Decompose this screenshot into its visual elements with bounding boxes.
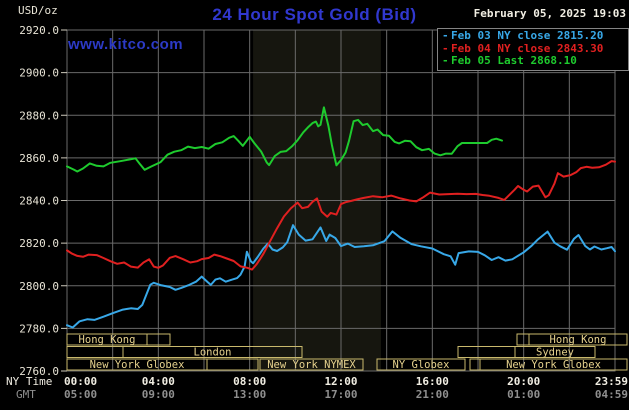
- session-label: New York NYMEX: [267, 359, 356, 371]
- y-axis-label: 2920.0: [19, 24, 59, 37]
- legend-label-feb05: Feb 05 Last 2868.10: [451, 54, 577, 67]
- session-box: [66, 346, 124, 358]
- session-label: Hong Kong: [79, 334, 136, 346]
- session-box: [122, 346, 303, 358]
- session-label: London: [194, 347, 232, 359]
- session-label: New York Globex: [90, 359, 185, 371]
- x-axis-ny-time-label: NY Time: [6, 375, 53, 388]
- legend-label-feb04: Feb 04 NY close 2843.30: [451, 41, 604, 55]
- session-label: Hong Kong: [550, 334, 607, 346]
- legend-dash-feb03-icon: -: [442, 29, 449, 42]
- price-line-feb05: [66, 106, 503, 173]
- y-axis-label: 2820.0: [19, 237, 59, 250]
- x-axis-label: 20:00: [507, 375, 540, 388]
- legend-item-feb03: - Feb 03 NY close 2815.20: [438, 29, 628, 43]
- y-axis-label: 2880.0: [19, 109, 59, 122]
- legend-dash-feb05-icon: -: [442, 54, 449, 67]
- session-box: [146, 333, 171, 346]
- x-axis-label: 04:59: [595, 388, 628, 401]
- x-axis-label: 01:00: [507, 388, 540, 401]
- x-axis-label: 05:00: [64, 388, 97, 401]
- legend-item-feb04: - Feb 04 NY close 2843.30: [438, 41, 628, 56]
- page-title: 24 Hour Spot Gold (Bid): [212, 5, 417, 24]
- session-label: Sydney: [536, 347, 574, 359]
- price-line-feb04: [66, 160, 616, 271]
- x-axis-label: 04:00: [142, 375, 175, 388]
- y-axis-label: 2780.0: [19, 322, 59, 335]
- legend: - Feb 03 NY close 2815.20 - Feb 04 NY clos…: [437, 28, 629, 71]
- x-axis-label: 16:00: [416, 375, 449, 388]
- session-label: NY Globex: [393, 359, 450, 371]
- session-label: New York Globex: [506, 359, 601, 371]
- x-axis-label: 08:00: [233, 375, 266, 388]
- legend-dash-feb04-icon: -: [442, 41, 449, 55]
- y-axis-label: 2760.0: [19, 365, 59, 378]
- y-axis-label: 2900.0: [19, 67, 59, 80]
- x-axis-gmt-label: GMT: [16, 388, 36, 401]
- session-box: [259, 358, 364, 371]
- legend-label-feb03: Feb 03 NY close 2815.20: [451, 29, 604, 42]
- x-axis-label: 23:59: [595, 375, 628, 388]
- session-box: [206, 358, 259, 371]
- y-axis-unit-label: USD/oz: [18, 4, 58, 17]
- x-axis-label: 21:00: [416, 388, 449, 401]
- kitco-watermark-link[interactable]: www.kitco.com: [68, 36, 184, 53]
- session-box: [457, 346, 516, 358]
- y-axis-label: 2800.0: [19, 280, 59, 293]
- x-axis-label: 12:00: [324, 375, 357, 388]
- x-axis-label: 17:00: [324, 388, 357, 401]
- session-box: [514, 346, 596, 358]
- legend-item-feb05: - Feb 05 Last 2868.10: [438, 54, 628, 68]
- session-box: [376, 358, 466, 371]
- session-box: [516, 333, 530, 346]
- session-box: [479, 358, 628, 371]
- x-axis-label: 00:00: [64, 375, 97, 388]
- chart-date-time: February 05, 2025 19:03: [473, 7, 626, 20]
- x-axis-label: 13:00: [233, 388, 266, 401]
- y-axis-label: 2860.0: [19, 152, 59, 165]
- y-axis-label: 2840.0: [19, 195, 59, 208]
- x-axis-label: 09:00: [142, 388, 175, 401]
- price-line-feb03: [66, 224, 616, 329]
- session-box: [528, 333, 628, 346]
